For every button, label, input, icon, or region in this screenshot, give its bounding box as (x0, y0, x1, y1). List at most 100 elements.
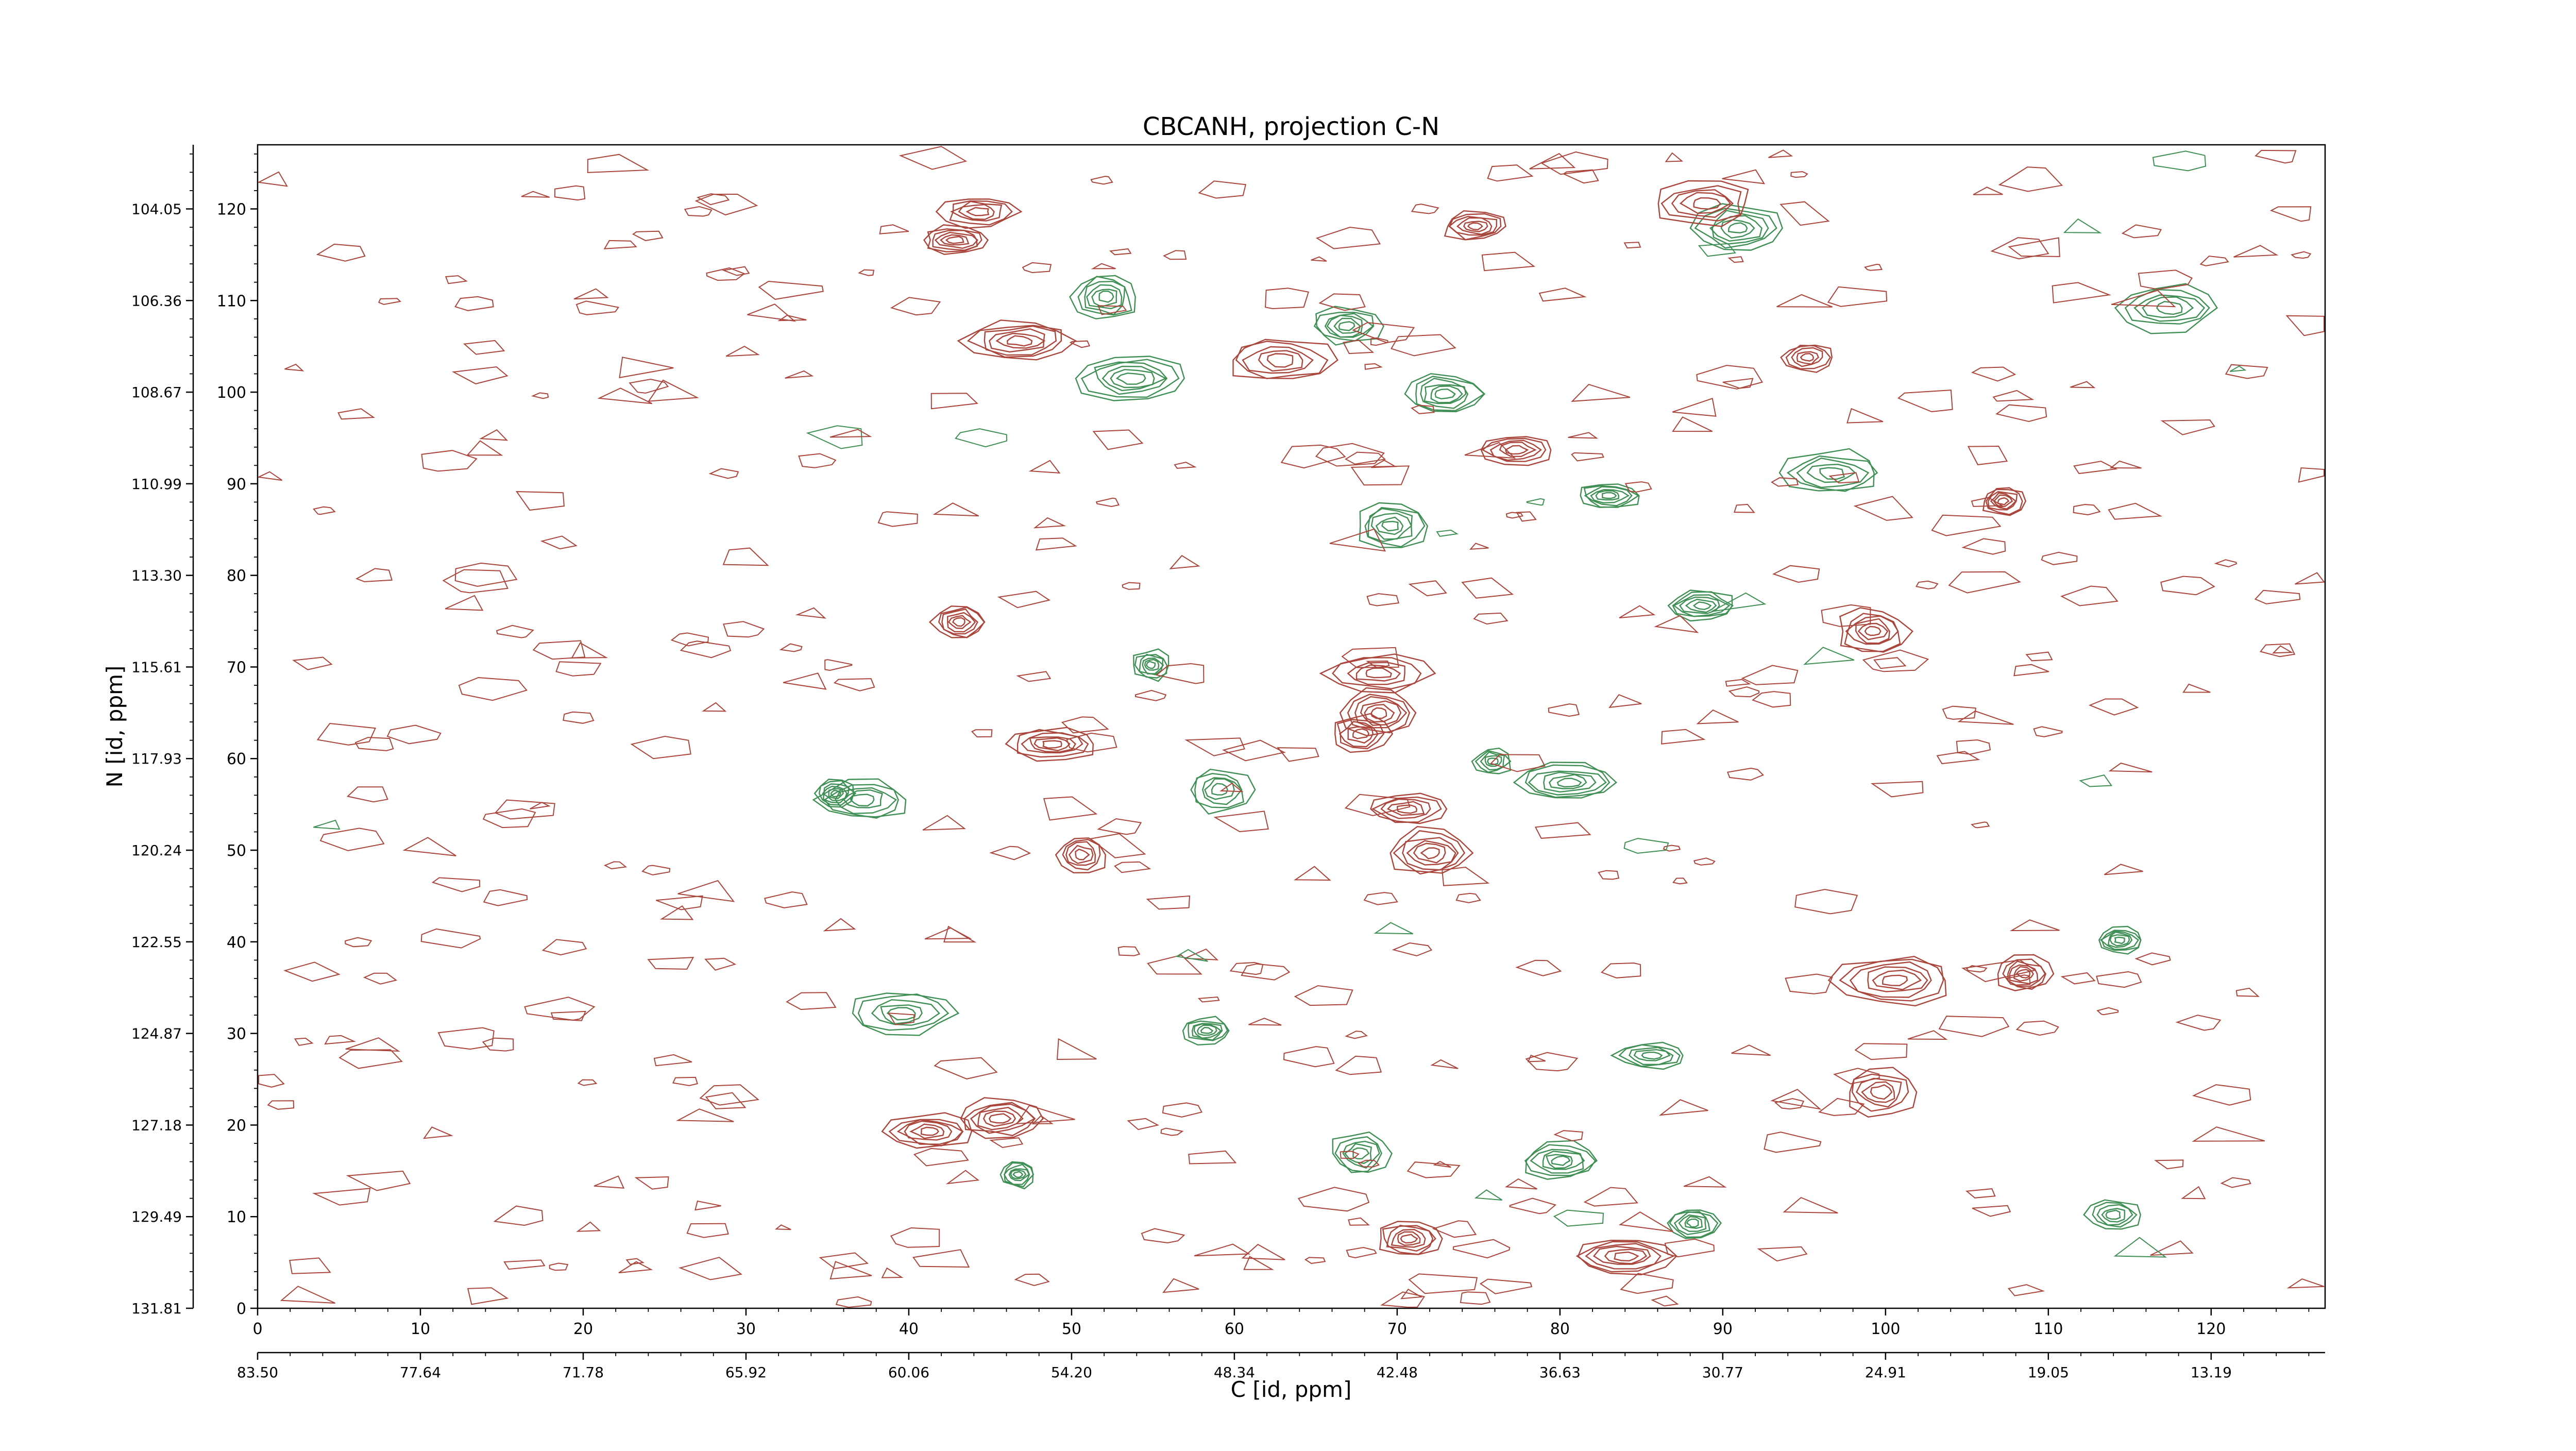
contour-level (1463, 221, 1488, 232)
contour-level (1010, 1169, 1027, 1179)
contour-peak (1575, 1239, 1677, 1276)
noise-contour (1774, 1098, 1805, 1110)
contour-level (947, 615, 972, 629)
noise-contour (597, 387, 653, 404)
contour-level (1144, 659, 1160, 671)
noise-contour (1553, 1209, 1604, 1227)
noise-contour (2154, 1159, 2184, 1170)
noise-contour (618, 1261, 653, 1274)
contour-level (1139, 653, 1164, 676)
noise-contour (829, 1261, 872, 1280)
noise-contour (2073, 503, 2101, 516)
contour-level (1673, 1211, 1710, 1236)
contour-level (1142, 657, 1164, 675)
noise-contour (1818, 1098, 1865, 1116)
contour-level (871, 999, 940, 1026)
contour-level (1313, 312, 1375, 342)
noise-contour (675, 1108, 734, 1122)
contour-level (1727, 222, 1748, 234)
contour-level (1471, 747, 1512, 774)
noise-contour (563, 711, 595, 724)
noise-contour (1693, 857, 1716, 866)
noise-contour (346, 786, 388, 803)
contour-level (1796, 457, 1870, 488)
noise-contour (829, 429, 872, 438)
contour-level (1796, 351, 1820, 365)
contour-level (1671, 189, 1734, 218)
y-index-tick-label: 0 (236, 1300, 246, 1318)
contour-level (1709, 215, 1762, 242)
noise-contour (625, 1258, 645, 1265)
contour-level (1319, 653, 1436, 694)
contour-level (835, 787, 897, 815)
noise-contour (1015, 1105, 1075, 1125)
contour-level (1334, 713, 1394, 753)
contour-level (1365, 667, 1392, 679)
noise-contour (257, 471, 283, 481)
contour-level (1614, 1251, 1639, 1262)
noise-contour (1469, 543, 1489, 550)
noise-contour (1672, 416, 1713, 432)
noise-contour (1127, 1118, 1160, 1131)
noise-contour (1548, 703, 1580, 717)
contour-level (822, 785, 848, 801)
noise-contour (696, 193, 730, 206)
noise-contour (2070, 381, 2096, 389)
noise-contour (2272, 645, 2294, 654)
noise-contour (725, 345, 760, 357)
noise-contour (912, 1249, 970, 1268)
noise-contour (463, 340, 505, 355)
noise-contour (1571, 452, 1604, 462)
x-index-tick-label: 90 (1713, 1320, 1733, 1338)
y-ppm-tick-label: 122.55 (131, 934, 182, 951)
noise-contour (971, 729, 993, 738)
contour-level (958, 204, 995, 220)
contour-peak (1667, 1209, 1722, 1239)
contour-peak (1332, 1131, 1393, 1173)
contour-level (1005, 727, 1094, 762)
contour-level (1997, 497, 2010, 505)
noise-contour (2295, 572, 2325, 585)
y-ppm-tick-label: 127.18 (131, 1117, 182, 1134)
noise-contour (1146, 895, 1191, 910)
contour-level (1585, 1243, 1662, 1270)
noise-contour (881, 1267, 904, 1278)
contour-peak (935, 198, 1023, 229)
noise-contour (2005, 974, 2031, 986)
noise-contour (1134, 689, 1167, 701)
contour-level (1068, 845, 1094, 864)
noise-contour (576, 1221, 601, 1232)
contour-level (828, 788, 844, 799)
noise-contour (1658, 1099, 1708, 1116)
noise-contour (1515, 959, 1562, 976)
noise-contour (913, 1148, 969, 1167)
contour-level (1657, 180, 1749, 227)
noise-contour (2109, 460, 2142, 469)
noise-contour (2181, 1186, 2206, 1200)
contour-level (823, 784, 899, 819)
contour-level (1786, 455, 1878, 492)
contour-level (1692, 601, 1712, 611)
noise-contour (1283, 1046, 1335, 1068)
contour-level (886, 1007, 916, 1021)
noise-contour (629, 378, 669, 394)
noise-contour (679, 1257, 743, 1280)
noise-contour (2182, 683, 2211, 693)
contour-peak (1359, 502, 1429, 548)
x-ppm-tick-label: 54.20 (1051, 1364, 1092, 1381)
noise-contour (1967, 445, 2008, 465)
x-index-tick-label: 10 (411, 1320, 430, 1338)
contour-level (1200, 1026, 1214, 1034)
noise-contour (532, 640, 586, 660)
contour-peak (1982, 487, 2027, 516)
noise-contour (1562, 169, 1599, 184)
noise-contour (2254, 589, 2301, 604)
noise-contour (1363, 892, 1398, 905)
noise-contour (1525, 1052, 1579, 1072)
contour-level (1232, 339, 1338, 379)
contour-level (1391, 1228, 1426, 1248)
contour-level (1849, 961, 1932, 998)
noise-contour (1897, 390, 1953, 413)
noise-contour (1873, 657, 1907, 669)
noise-contour (549, 1262, 569, 1271)
